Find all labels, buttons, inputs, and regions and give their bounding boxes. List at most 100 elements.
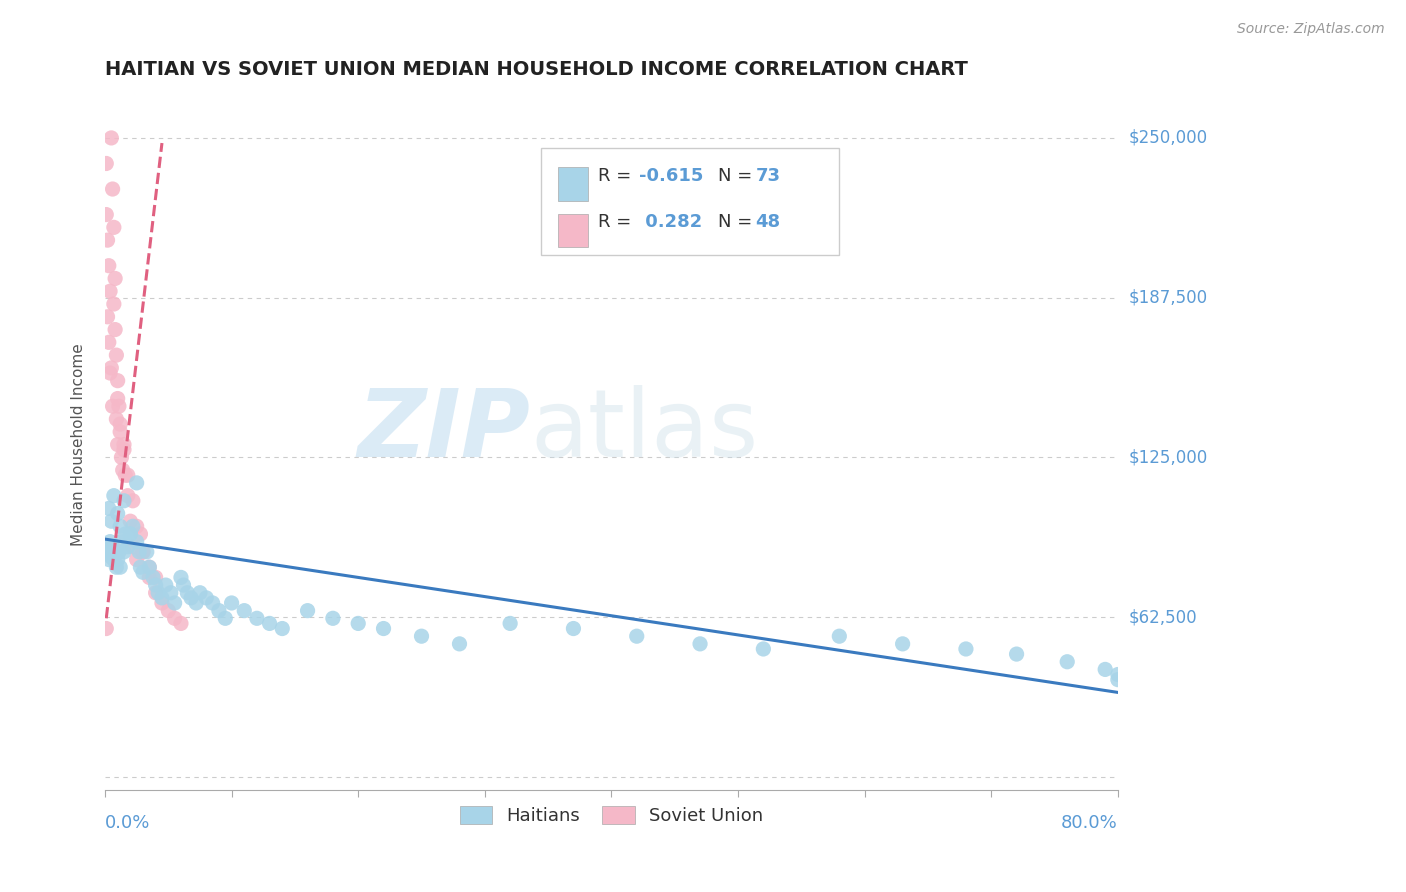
Point xyxy=(112,493,135,508)
Point xyxy=(891,637,914,651)
Point xyxy=(107,507,129,521)
Point xyxy=(100,514,122,528)
Point xyxy=(1107,667,1129,681)
Point xyxy=(112,442,135,457)
Point xyxy=(163,596,186,610)
Point xyxy=(104,545,127,559)
Point xyxy=(110,450,132,465)
Point xyxy=(125,519,148,533)
Point xyxy=(103,220,125,235)
Text: $250,000: $250,000 xyxy=(1129,129,1208,147)
Point xyxy=(120,527,142,541)
Point xyxy=(347,616,370,631)
Y-axis label: Median Household Income: Median Household Income xyxy=(72,343,86,546)
Point xyxy=(145,586,167,600)
Point xyxy=(150,591,173,605)
Point xyxy=(110,534,132,549)
Point xyxy=(112,545,135,559)
Text: R =: R = xyxy=(599,213,637,231)
Text: HAITIAN VS SOVIET UNION MEDIAN HOUSEHOLD INCOME CORRELATION CHART: HAITIAN VS SOVIET UNION MEDIAN HOUSEHOLD… xyxy=(105,60,967,78)
Point xyxy=(96,622,118,636)
Point xyxy=(259,616,281,631)
Point xyxy=(101,399,124,413)
Point xyxy=(98,366,121,380)
Point xyxy=(103,489,125,503)
Point xyxy=(233,604,256,618)
Point xyxy=(121,493,143,508)
Point xyxy=(100,360,122,375)
Point xyxy=(150,596,173,610)
Legend: Haitians, Soviet Union: Haitians, Soviet Union xyxy=(453,798,770,832)
Point xyxy=(125,534,148,549)
Text: ZIP: ZIP xyxy=(357,384,530,476)
Text: R =: R = xyxy=(599,168,637,186)
Text: atlas: atlas xyxy=(530,384,759,476)
Point xyxy=(108,560,131,574)
Point xyxy=(103,297,125,311)
Point xyxy=(562,622,585,636)
Point xyxy=(145,570,167,584)
Point xyxy=(117,540,139,554)
Point xyxy=(108,519,131,533)
Point xyxy=(626,629,648,643)
Point xyxy=(117,468,139,483)
Point xyxy=(180,591,202,605)
Point xyxy=(138,560,160,574)
Point xyxy=(128,545,150,559)
Point xyxy=(132,545,155,559)
Point xyxy=(96,156,118,170)
Point xyxy=(96,540,118,554)
Point xyxy=(97,259,120,273)
Point xyxy=(120,527,142,541)
Point xyxy=(208,604,231,618)
Point xyxy=(163,611,186,625)
Point xyxy=(125,552,148,566)
Point xyxy=(157,604,180,618)
Point xyxy=(105,412,128,426)
Point xyxy=(411,629,433,643)
Point xyxy=(107,392,129,406)
Point xyxy=(170,570,193,584)
Point xyxy=(1094,662,1116,676)
Text: 73: 73 xyxy=(755,168,780,186)
Point xyxy=(176,586,198,600)
Text: -0.615: -0.615 xyxy=(638,168,703,186)
Point xyxy=(114,468,136,483)
FancyBboxPatch shape xyxy=(540,148,839,255)
Point xyxy=(159,586,181,600)
Point xyxy=(107,552,129,566)
Point xyxy=(104,271,127,285)
Point xyxy=(96,310,118,324)
Text: $187,500: $187,500 xyxy=(1129,289,1208,307)
Point xyxy=(297,604,319,618)
Point xyxy=(97,552,120,566)
Point xyxy=(108,399,131,413)
Point xyxy=(96,545,118,559)
Point xyxy=(96,233,118,247)
Point xyxy=(1107,673,1129,687)
Point xyxy=(97,335,120,350)
Text: $125,000: $125,000 xyxy=(1129,449,1208,467)
Point xyxy=(271,622,294,636)
Point xyxy=(752,642,775,657)
Point xyxy=(100,549,122,564)
Point xyxy=(111,463,134,477)
Point xyxy=(129,527,152,541)
Text: N =: N = xyxy=(718,213,758,231)
Point xyxy=(135,545,157,559)
Point xyxy=(195,591,218,605)
Point xyxy=(112,437,135,451)
Point xyxy=(138,560,160,574)
Point xyxy=(125,475,148,490)
Point xyxy=(100,131,122,145)
Point xyxy=(121,540,143,554)
Point xyxy=(114,527,136,541)
Point xyxy=(201,596,224,610)
Point xyxy=(1056,655,1078,669)
Point xyxy=(101,182,124,196)
Point xyxy=(98,285,121,299)
Point xyxy=(129,560,152,574)
Point xyxy=(142,570,165,584)
Point xyxy=(117,489,139,503)
Point xyxy=(146,586,169,600)
